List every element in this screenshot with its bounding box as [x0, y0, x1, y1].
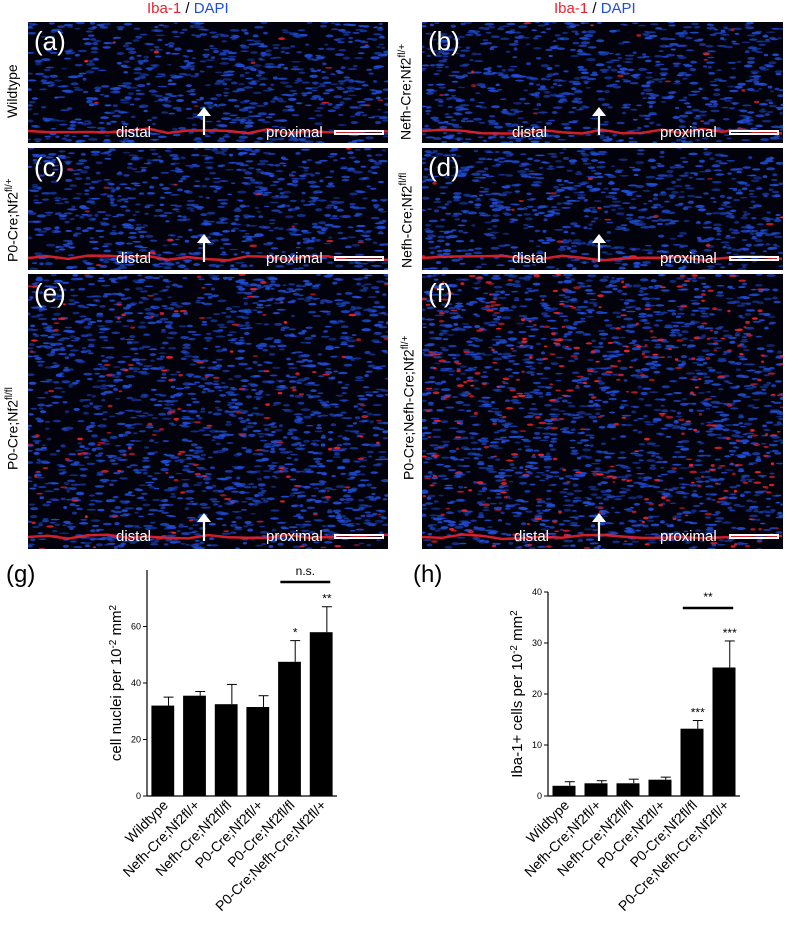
proximal-label: proximal: [266, 250, 323, 267]
injury-site-arrow-icon: [591, 513, 606, 541]
proximal-label: proximal: [266, 124, 323, 141]
panel-label: (b): [428, 26, 460, 56]
panel-label: (e): [34, 278, 66, 308]
injury-site-arrow-icon: [197, 234, 211, 262]
separator: /: [181, 0, 194, 17]
iba1-label: Iba-1: [147, 0, 182, 17]
distal-label: distal: [116, 528, 152, 545]
panel-label: (c): [34, 152, 65, 182]
bar: [309, 632, 333, 796]
micrograph-panel-b: (b) distal proximal: [422, 22, 783, 143]
y-tick-label: 30: [532, 638, 542, 648]
significance-label: **: [322, 592, 332, 606]
bar: [183, 695, 206, 796]
bar: [214, 704, 238, 796]
distal-label: distal: [116, 250, 152, 267]
bar: [616, 783, 640, 797]
micrograph-panel-a: (a) distal proximal: [28, 22, 388, 143]
bar: [246, 707, 270, 796]
bar: [712, 667, 736, 796]
bar: [680, 728, 704, 796]
micrograph-panel-f: (f) distal proximal: [422, 274, 783, 549]
proximal-label: proximal: [266, 528, 323, 545]
y-tick-label: 40: [131, 678, 141, 688]
scale-bar: [729, 256, 779, 261]
proximal-label: proximal: [660, 124, 717, 141]
panel-label: (g): [6, 561, 35, 588]
micrograph-texture: [28, 148, 388, 270]
scale-bar: [334, 534, 384, 539]
y-tick-label: 20: [532, 689, 542, 699]
micrograph-texture: [422, 22, 783, 143]
header-right: Iba-1 / DAPI: [554, 0, 636, 18]
panel-label: (h): [413, 561, 442, 588]
micrograph-texture: [422, 148, 783, 270]
y-tick-label: 10: [532, 740, 542, 750]
y-tick-label: 20: [131, 735, 141, 745]
comparison-label: n.s.: [296, 564, 315, 578]
micrograph-panel-c: (c) distal proximal: [28, 148, 388, 270]
y-tick-label: 0: [537, 791, 542, 801]
scale-bar: [334, 130, 384, 135]
distal-label: distal: [512, 124, 548, 141]
panel-label: (a): [34, 26, 66, 56]
row-label-a: Wildtype: [4, 64, 20, 118]
dapi-label: DAPI: [600, 0, 636, 17]
significance-label: *: [293, 626, 298, 640]
panel-label: (d): [428, 152, 460, 182]
injury-site-arrow-icon: [197, 513, 211, 541]
row-label-e: P0-Cre;Nf2fl/fl: [4, 387, 21, 470]
distal-label: distal: [512, 250, 548, 267]
bar: [648, 779, 672, 796]
row-label-d: Nefh-Cre;Nf2fl/fl: [398, 172, 415, 268]
significance-label: ***: [723, 626, 737, 640]
significance-label: ***: [691, 706, 705, 720]
row-label-f: P0-Cre;Nefh-Cre;Nf2fl/+: [400, 335, 417, 480]
bar: [278, 661, 301, 796]
comparison-label: **: [703, 590, 713, 604]
distal-label: distal: [116, 124, 152, 141]
distal-label: distal: [514, 528, 550, 545]
header-left: Iba-1 / DAPI: [147, 0, 229, 18]
panel-label: (f): [428, 278, 453, 308]
proximal-label: proximal: [660, 250, 717, 267]
row-label-b: Nefh-Cre;Nf2fl/+: [397, 43, 414, 140]
iba1-label: Iba-1: [554, 0, 589, 17]
proximal-label: proximal: [660, 528, 717, 545]
micrograph-texture: [422, 274, 783, 549]
y-tick-label: 40: [532, 587, 542, 597]
bar: [584, 783, 608, 797]
dapi-label: DAPI: [193, 0, 229, 17]
micrograph-texture: [28, 274, 388, 549]
injury-site-arrow-icon: [197, 107, 211, 135]
micrograph-panel-d: (d) distal proximal: [422, 148, 783, 270]
y-axis-label: cell nuclei per 10-2 mm2: [108, 604, 126, 761]
injury-site-arrow-icon: [591, 107, 606, 135]
separator: /: [588, 0, 601, 17]
y-axis-label: Iba-1+ cells per 10-2 mm2: [509, 610, 527, 778]
scale-bar: [334, 256, 384, 261]
bar: [552, 785, 576, 796]
scale-bar: [729, 534, 779, 539]
y-tick-label: 0: [136, 791, 141, 801]
row-label-c: P0-Cre;Nf2fl/+: [4, 178, 21, 262]
micrograph-panel-e: (e) distal proximal: [28, 274, 388, 549]
scale-bar: [729, 130, 779, 135]
bar: [151, 705, 175, 796]
micrograph-texture: [28, 22, 388, 143]
injury-site-arrow-icon: [591, 234, 606, 262]
y-tick-label: 60: [131, 622, 141, 632]
